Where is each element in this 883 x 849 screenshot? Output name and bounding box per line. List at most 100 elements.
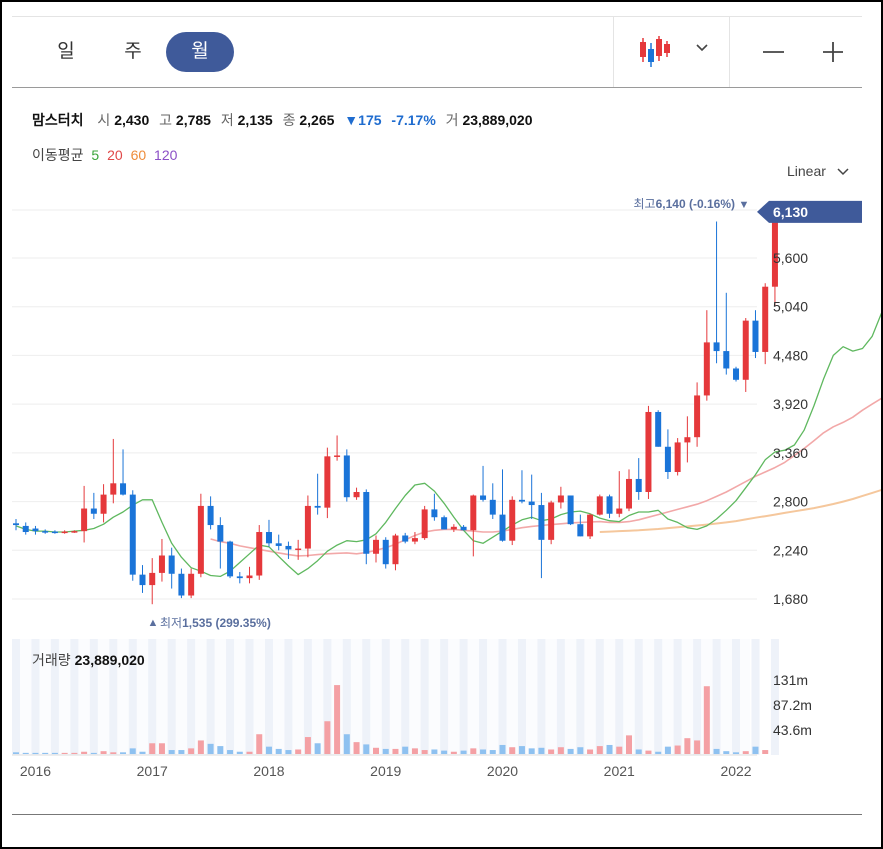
ma20-line (210, 397, 881, 557)
volume-column-band (362, 639, 371, 755)
volume-bar (275, 748, 282, 754)
candle-body (645, 411, 652, 493)
volume-column-band (342, 639, 351, 755)
ma-120: 120 (154, 147, 178, 163)
volume-bar (411, 748, 418, 754)
volume-bar (188, 748, 195, 754)
volume-bar (227, 750, 234, 754)
y-tick-label: 5,600 (773, 250, 808, 266)
volume-bar (343, 734, 350, 754)
volume-bar (81, 751, 88, 754)
candle-body (567, 495, 574, 525)
volume-bar (528, 748, 535, 754)
volume-column-band (615, 639, 624, 755)
volume-bar (42, 752, 49, 754)
scale-selector[interactable]: Linear (787, 163, 850, 179)
candle-body (635, 478, 642, 493)
volume-bar (431, 749, 438, 754)
low-annotation: 최저1,535 (299.35%) (160, 616, 271, 630)
change-percent: -7.17% (391, 112, 436, 128)
candle-body (752, 320, 759, 352)
volume-column-band (459, 639, 468, 755)
volume-column-band (226, 639, 235, 755)
close-label: 종 (282, 112, 296, 128)
candle-body (13, 523, 19, 526)
zoom-in-button[interactable] (809, 27, 859, 77)
volume-tick-label: 43.6m (773, 722, 812, 738)
volume-bar (197, 740, 204, 754)
volume-tick-label: 87.2m (773, 697, 812, 713)
y-tick-label: 5,040 (773, 299, 808, 315)
volume-bar (460, 750, 467, 754)
volume-bar (71, 752, 78, 754)
tab-day[interactable]: 일 (57, 41, 75, 62)
current-price-tag (757, 200, 862, 223)
volume-column-band (401, 639, 410, 755)
volume-column-band (284, 639, 293, 755)
candlestick-icon (640, 36, 708, 67)
tab-month[interactable]: 월 (166, 32, 234, 72)
volume-column-band (712, 639, 721, 755)
tab-week[interactable]: 주 (124, 41, 142, 62)
volume-bar (304, 737, 311, 754)
volume-bar (149, 743, 156, 754)
volume-bar (606, 744, 613, 754)
volume-total: 23,889,020 (74, 652, 145, 668)
volume-bar (518, 746, 525, 754)
volume-bar (207, 743, 214, 754)
candle-body (32, 528, 39, 532)
x-tick-label: 2020 (487, 763, 518, 779)
candle-body (509, 499, 516, 541)
candle-body (71, 531, 78, 533)
candle-body (557, 495, 564, 503)
volume-bar (441, 750, 448, 754)
low-marker: ▲ (148, 617, 159, 629)
y-tick-label: 2,240 (773, 542, 808, 558)
candle-body (275, 543, 282, 546)
volume-column-band (595, 639, 604, 755)
candle-body (703, 342, 710, 396)
plus-icon (823, 42, 843, 62)
volume-column-band (187, 639, 196, 755)
volume-column-band (770, 639, 779, 755)
volume-bar (217, 746, 224, 754)
candle-body (723, 351, 730, 369)
candle-body (733, 368, 740, 380)
candle-body (265, 532, 272, 544)
candle-body (694, 395, 701, 438)
chart-type-selector[interactable] (613, 17, 730, 87)
chart-toolbar: 일 주 월 (12, 16, 862, 88)
volume-column-band (167, 639, 176, 755)
candle-body (90, 508, 97, 514)
candle-body (129, 494, 136, 575)
volume-column-band (576, 639, 585, 755)
volume-bar (723, 751, 730, 754)
low-value: 2,135 (237, 112, 273, 128)
y-tick-label: 2,800 (773, 494, 808, 510)
candle-body (168, 555, 175, 574)
volume-bar (314, 743, 321, 754)
volume-column-band (732, 639, 741, 755)
y-tick-label: 3,360 (773, 445, 808, 461)
quote-summary: 맘스터치 시 2,430 고 2,785 저 2,135 종 2,265 ▼17… (32, 110, 539, 130)
volume-bar (100, 751, 107, 754)
moving-average-legend[interactable]: 이동평균 5 20 60 120 (32, 145, 177, 165)
volume-bar (645, 750, 652, 754)
zoom-out-button[interactable] (748, 27, 798, 77)
candle-body (460, 526, 467, 531)
volume-column-band (12, 639, 20, 755)
candle-body (402, 535, 409, 542)
volume-bar (489, 750, 496, 754)
volume-bar (236, 751, 243, 754)
ma60-line (599, 489, 881, 533)
volume-bar (577, 747, 584, 754)
candle-body (51, 531, 58, 534)
candle-body (120, 483, 127, 495)
candle-body (22, 525, 29, 533)
high-annotation: 최고6,140 (-0.16%) (634, 197, 735, 211)
volume-bar (557, 747, 564, 754)
x-tick-label: 2017 (137, 763, 168, 779)
volume-bar (402, 746, 409, 754)
ma5-line (15, 312, 881, 578)
volume-column-band (303, 639, 312, 755)
